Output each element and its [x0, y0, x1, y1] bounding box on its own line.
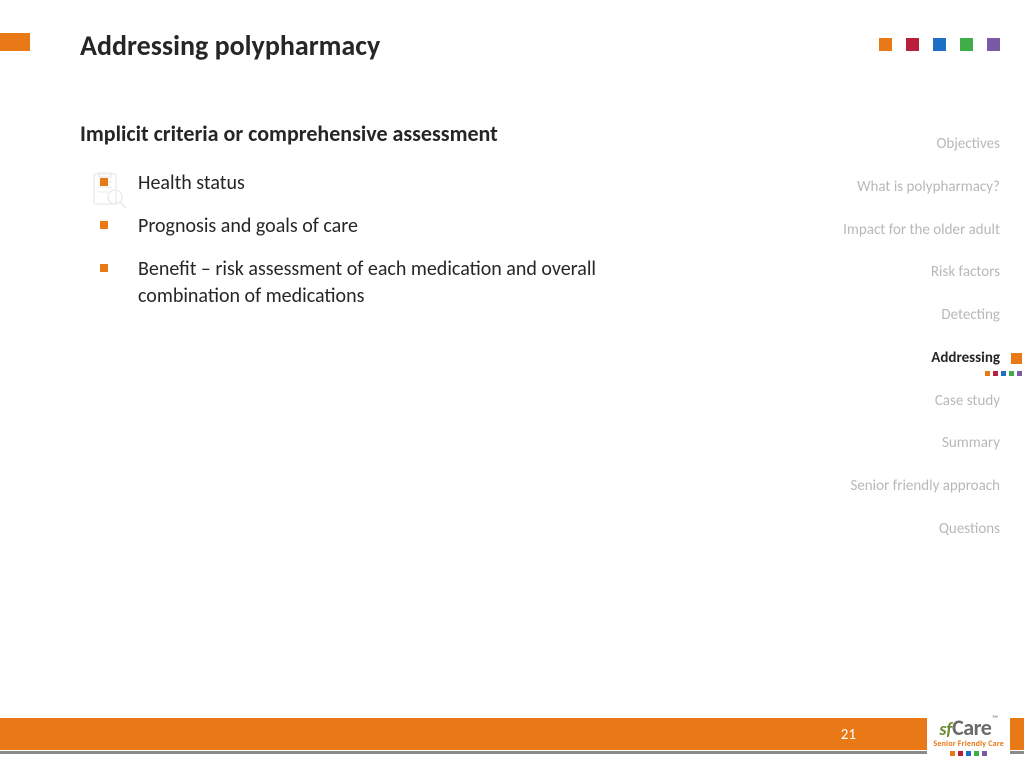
nav-item[interactable]: Addressing [830, 349, 1000, 368]
bullet-marker [100, 221, 108, 229]
nav-item[interactable]: Senior friendly approach [830, 477, 1000, 496]
nav-item[interactable]: Summary [830, 434, 1000, 453]
logo-subtitle: Senior Friendly Care [933, 739, 1004, 749]
logo-sf-text: sf [939, 718, 952, 740]
header-square [879, 38, 892, 51]
nav-item[interactable]: Risk factors [830, 263, 1000, 282]
slide-subtitle: Implicit criteria or comprehensive asses… [80, 120, 498, 147]
header-color-squares [879, 38, 1000, 51]
nav-active-dots [985, 371, 1022, 376]
nav-sidebar: Objectives What is polypharmacy? Impact fo… [830, 135, 1000, 539]
bullet-item: Prognosis and goals of care [80, 213, 640, 240]
slide-title: Addressing polypharmacy [80, 28, 380, 63]
bullet-list: Health status Prognosis and goals of care… [80, 170, 640, 326]
header-square [933, 38, 946, 51]
logo-dots [950, 751, 987, 756]
logo-care-text: Care [952, 714, 991, 741]
header-square [987, 38, 1000, 51]
page-number: 21 [841, 726, 856, 744]
bullet-text: Benefit – risk assessment of each medica… [138, 256, 640, 310]
bullet-text: Prognosis and goals of care [138, 213, 358, 240]
logo-tm-text: ™ [992, 714, 998, 724]
nav-item[interactable]: Case study [830, 392, 1000, 411]
sfcare-logo: sf Care ™ Senior Friendly Care [927, 710, 1010, 758]
nav-active-marker [1011, 353, 1022, 364]
nav-item[interactable]: What is polypharmacy? [830, 178, 1000, 197]
nav-item[interactable]: Questions [830, 520, 1000, 539]
bullet-marker [100, 178, 108, 186]
header-square [906, 38, 919, 51]
bullet-item: Health status [80, 170, 640, 197]
nav-item[interactable]: Impact for the older adult [830, 221, 1000, 240]
bullet-marker [100, 264, 108, 272]
bullet-item: Benefit – risk assessment of each medica… [80, 256, 640, 310]
header-accent-bar [0, 33, 30, 51]
footer-underline [0, 751, 1024, 754]
nav-item[interactable]: Detecting [830, 306, 1000, 325]
nav-item[interactable]: Objectives [830, 135, 1000, 154]
bullet-text: Health status [138, 170, 245, 197]
header-square [960, 38, 973, 51]
footer-bar [0, 718, 1024, 750]
